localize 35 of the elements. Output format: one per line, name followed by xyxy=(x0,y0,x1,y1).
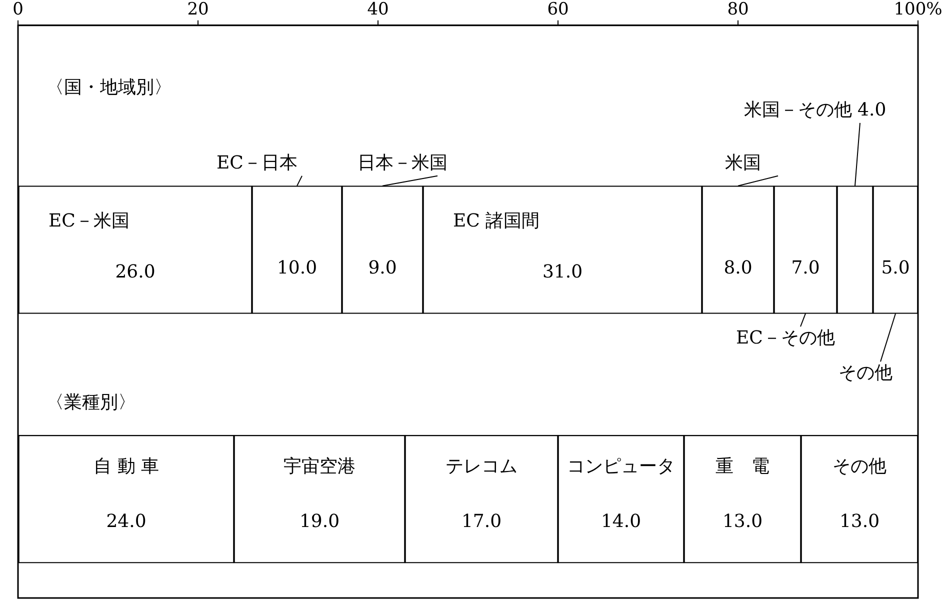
data-label: 13.0 xyxy=(722,510,763,532)
x-tick-label: 0 xyxy=(12,0,24,20)
series-label: EC－その他 xyxy=(736,327,835,348)
data-label: 10.0 xyxy=(276,258,318,279)
data-label: 8.0 xyxy=(724,258,752,279)
data-label: 19.0 xyxy=(299,510,340,532)
y-tick-label: 〈国・地域別〉 xyxy=(46,77,172,98)
data-label: 5.0 xyxy=(881,258,910,279)
x-tick-label: 100% xyxy=(894,0,942,20)
data-label: 31.0 xyxy=(542,261,583,282)
series-label: テレコム xyxy=(446,456,518,477)
data-label: 14.0 xyxy=(600,510,642,532)
data-label: 9.0 xyxy=(368,258,397,279)
series-label: EC－日本 xyxy=(216,152,298,174)
series-label: EC－米国 xyxy=(48,210,130,232)
text: 米国－その他 4.0 xyxy=(744,100,886,121)
series-label: 日本－米国 xyxy=(358,152,448,174)
series-label: コンピュータ xyxy=(567,456,675,477)
text: その他 xyxy=(838,362,892,384)
series-label: 宇宙空港 xyxy=(284,456,356,477)
data-label: 26.0 xyxy=(115,261,156,282)
y-tick-label: 〈業種別〉 xyxy=(46,392,136,413)
data-label: 7.0 xyxy=(791,258,820,279)
series-label: その他 xyxy=(832,456,886,477)
series-label: 重 電 xyxy=(716,456,770,477)
x-tick-label: 20 xyxy=(187,0,209,20)
series-label: 米国 xyxy=(725,152,761,174)
data-label: 13.0 xyxy=(839,510,880,532)
series-label: EC 諸国間 xyxy=(453,210,540,232)
data-label: 17.0 xyxy=(461,510,502,532)
x-tick-label: 40 xyxy=(367,0,389,20)
x-tick-label: 80 xyxy=(727,0,749,20)
data-label: 24.0 xyxy=(106,510,146,532)
x-tick-label: 60 xyxy=(547,0,569,20)
series-label: 自 動 車 xyxy=(94,456,159,477)
